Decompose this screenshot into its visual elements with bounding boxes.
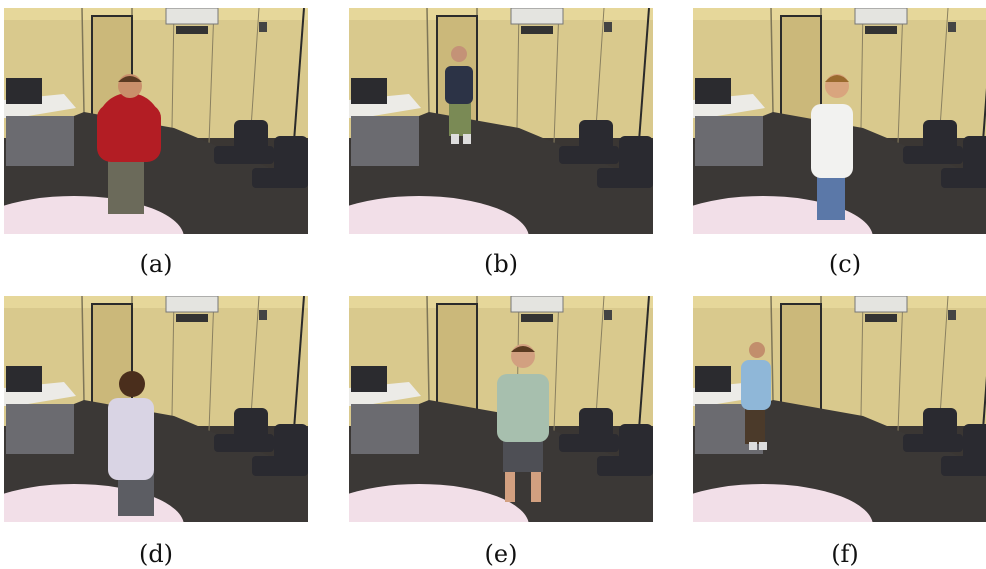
room-image [693,296,986,522]
caption-f: (f) [831,540,859,568]
camera-frame [349,8,653,234]
caption-a: (a) [139,250,173,278]
room-image [349,8,653,234]
room-image [693,8,986,234]
room-image [349,296,653,522]
camera-frame [349,296,653,522]
room-image [4,296,308,522]
caption-d: (d) [138,540,174,568]
caption-c: (c) [828,250,862,278]
camera-frame [693,8,986,234]
camera-frame [4,8,308,234]
camera-frame [693,296,986,522]
room-image [4,8,308,234]
caption-e: (e) [484,540,518,568]
camera-frame [4,296,308,522]
caption-b: (b) [483,250,519,278]
